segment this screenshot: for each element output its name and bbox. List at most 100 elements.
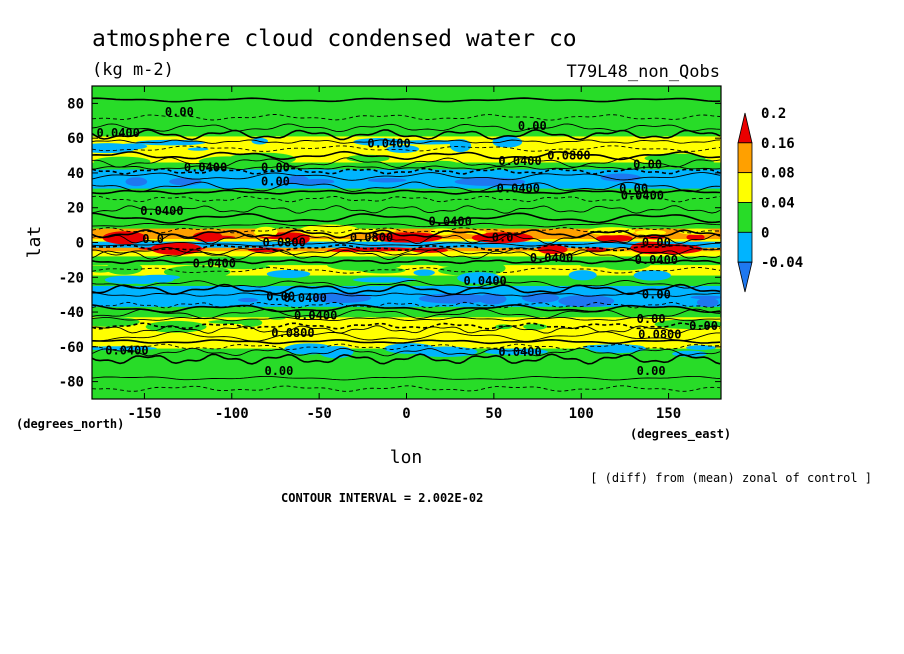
colorbar-swatch: [737, 231, 753, 263]
contour-line: [92, 165, 721, 170]
contour-line: [92, 139, 721, 144]
x-tick-label: -150: [128, 406, 162, 422]
y-unit-label: (degrees_north): [16, 417, 124, 432]
patch-2-2: [353, 138, 405, 146]
contour-line: [92, 128, 721, 141]
patch-2-6: [187, 147, 209, 151]
band-lat--85: [92, 379, 721, 399]
contour-label: 0.0: [492, 230, 514, 244]
patch-13-0: [237, 297, 258, 303]
band-lat-0: [92, 241, 721, 245]
x-tick-label: 150: [656, 406, 681, 422]
patch-5-8: [248, 247, 284, 253]
contour-line: [92, 222, 721, 228]
contour-line: [92, 167, 721, 175]
patch-2-5: [492, 136, 523, 148]
contour-line: [92, 241, 721, 247]
contour-label: 0.0400: [193, 256, 236, 270]
chart-units: (kg m-2): [92, 60, 174, 80]
patch-0-7: [327, 148, 384, 155]
colorbar: -0.04 0 0.04 0.08 0.16 0.2: [737, 106, 803, 293]
contour-label: 0.0400: [530, 251, 573, 265]
patch-4-11: [290, 233, 310, 245]
contour-line: [92, 353, 721, 365]
x-unit-label: (degrees_east): [630, 427, 731, 442]
contour-label: 0.00: [518, 119, 547, 133]
colorbar-label: 0: [761, 225, 769, 241]
contour-label: 0.00: [264, 364, 293, 378]
contour-label: 0.0400: [105, 343, 148, 357]
plot-area: 0.00 0.0400 0.00 0.0400 0.0800 0.0400 0.00 0.04…: [92, 86, 721, 399]
y-tick-label: 0: [76, 236, 84, 252]
contour-line: [92, 322, 721, 330]
patch-8-7: [457, 272, 501, 284]
band-lat--52: [92, 327, 721, 339]
band-lat--40: [92, 306, 721, 318]
contour-label: 0.0800: [350, 230, 393, 244]
y-axis-ticks: 80 60 40 20 0 -20 -40 -60 -80: [59, 96, 721, 391]
contour-line: [92, 157, 721, 168]
contour-line: [92, 325, 721, 334]
contour-line: [92, 172, 721, 181]
y-tick-label: -60: [59, 340, 84, 356]
patch-11-6: [284, 343, 334, 355]
contour-label: 0.0800: [547, 149, 590, 163]
x-tick-label: -50: [306, 406, 331, 422]
y-tick-label: 20: [67, 201, 84, 217]
contour-interval: CONTOUR INTERVAL = 2.002E-02: [281, 491, 483, 505]
band-lat--10: [92, 256, 721, 266]
patch-13-7: [558, 294, 615, 308]
x-tick-label: 0: [402, 406, 410, 422]
contour-line: [92, 279, 721, 289]
contour-line: [92, 316, 721, 322]
patch-8-5: [633, 270, 671, 281]
y-tick-label: 60: [67, 131, 84, 147]
band-lat--72: [92, 360, 721, 380]
patch-0-10: [302, 147, 324, 161]
patch-13-5: [696, 297, 719, 308]
y-tick-label: -80: [59, 375, 84, 391]
patch-6-0: [253, 226, 278, 237]
band-lat--2: [92, 244, 721, 249]
patch-4-5: [686, 233, 705, 241]
colorbar-swatch: [737, 202, 753, 233]
y-tick-label: -20: [59, 270, 84, 286]
patch-9-13: [457, 331, 524, 336]
colorbar-label: 0.16: [761, 136, 795, 152]
contour-line: [92, 249, 721, 261]
contour-label: 0.0800: [271, 326, 314, 340]
contour-label: 0.00: [619, 182, 648, 196]
contour-label: 0.0400: [294, 309, 337, 323]
contour-line: [92, 385, 721, 392]
y-tick-label: -40: [59, 305, 84, 321]
band-lat--34: [92, 296, 721, 308]
contour-label: 0.0400: [97, 126, 140, 140]
contour-label: 0.00: [637, 364, 666, 378]
contour-line: [92, 267, 721, 274]
contour-labels: 0.00 0.0400 0.00 0.0400 0.0800 0.0400 0.00 0.04…: [97, 105, 718, 378]
contour-line: [92, 205, 721, 214]
contour-label: 0.00: [633, 157, 662, 171]
patch-5-4: [537, 244, 568, 255]
contour-label: 0.0400: [140, 204, 183, 218]
contour-label: 0.0400: [367, 136, 410, 150]
contour-line: [92, 145, 721, 152]
band-lat-75: [92, 103, 721, 119]
y-tick-label: 80: [67, 96, 84, 112]
contour-label: 0.0800: [263, 236, 306, 250]
contour-label: 0.00: [165, 105, 194, 119]
contour-line: [92, 123, 721, 133]
colorbar-swatch: [737, 172, 753, 203]
band-lat-64: [92, 127, 721, 138]
patch-2-9: [117, 143, 148, 150]
colorbar-label: -0.04: [761, 255, 803, 271]
contour-label: 0.0800: [638, 328, 681, 342]
colorbar-swatch: [737, 142, 753, 174]
x-tick-label: 50: [485, 406, 502, 422]
contour-label: 0.00: [261, 175, 290, 189]
contour-line: [92, 246, 721, 256]
chart-title: atmosphere cloud condensed water co: [92, 26, 577, 52]
run-label: T79L48_non_Qobs: [566, 62, 720, 82]
band-lat-16: [92, 209, 721, 221]
